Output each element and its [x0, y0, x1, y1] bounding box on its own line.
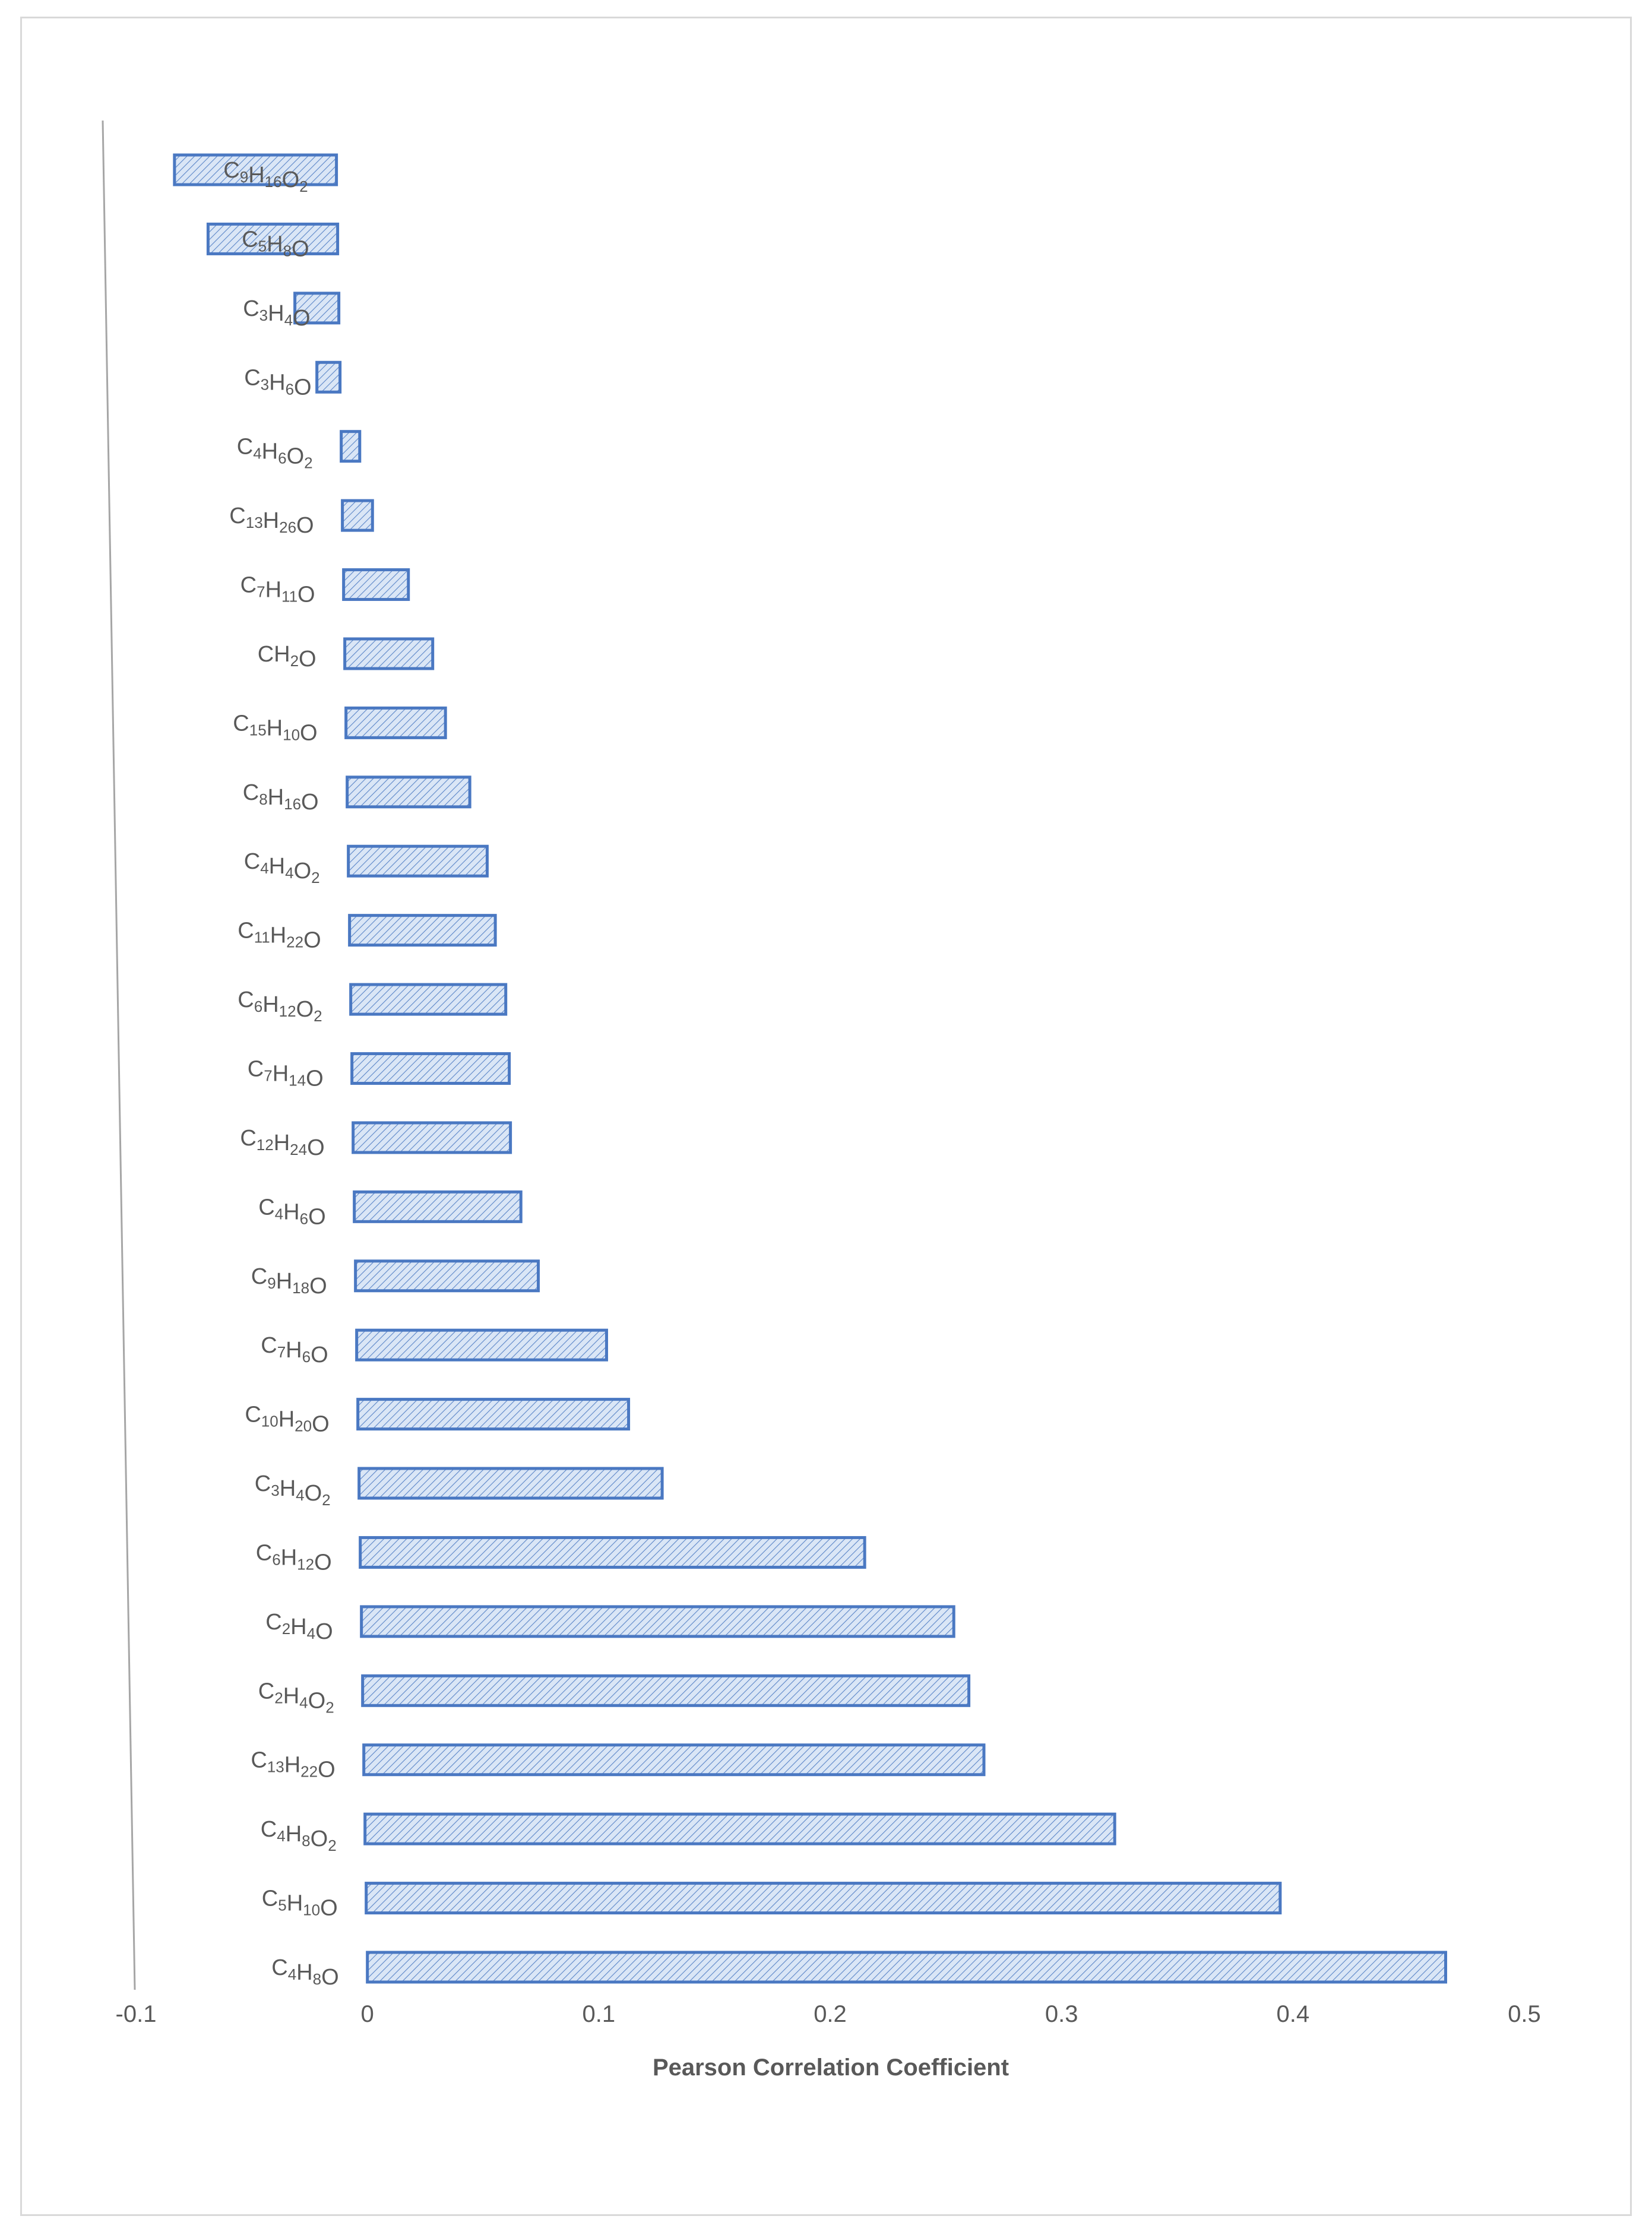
bar-C4H4O2 — [347, 844, 489, 878]
x-tick-label: -0.1 — [116, 2001, 157, 2027]
category-label-C15H10O: C15H10O — [233, 711, 317, 745]
bar-C7H11O — [342, 568, 410, 602]
category-labels-group: C9H16O2 C5H8O C3H4O C3H6O C4H6O2 C13H26O C7H11… — [223, 158, 338, 1990]
bars-group — [173, 153, 1448, 1984]
category-label-C13H22O: C13H22O — [251, 1748, 335, 1783]
category-label-C11H22O: C11H22O — [238, 919, 321, 953]
category-label-C9H16O2: C9H16O2 — [223, 158, 308, 195]
bar-C7H6O — [355, 1328, 608, 1362]
category-label-C12H24O: C12H24O — [240, 1126, 324, 1160]
x-tick-label: 0.3 — [1045, 2001, 1078, 2027]
x-tick-label: 0.2 — [814, 2001, 847, 2027]
bar-C5H10O — [365, 1882, 1282, 1915]
chart-frame: C9H16O2 C5H8O C3H4O C3H6O C4H6O2 C13H26O C7H11… — [20, 17, 1632, 2216]
bar-C5H8O — [206, 222, 340, 255]
bar-C15H10O — [344, 706, 447, 739]
x-tick-label: 0.5 — [1508, 2001, 1541, 2027]
bar-C4H8O2 — [363, 1812, 1116, 1845]
bar-C4H6O — [353, 1190, 523, 1223]
bar-C4H8O — [366, 1951, 1448, 1984]
bar-C13H26O — [341, 499, 374, 532]
category-label-C3H4O2: C3H4O2 — [255, 1471, 331, 1509]
category-label-C6H12O2: C6H12O2 — [238, 987, 322, 1025]
bar-C6H12O — [359, 1536, 866, 1569]
category-label-C3H6O: C3H6O — [244, 365, 311, 400]
bar-C4H6O2 — [340, 430, 362, 463]
bar-C11H22O — [348, 914, 497, 947]
bar-chart: C9H16O2 C5H8O C3H4O C3H6O C4H6O2 C13H26O C7H11… — [102, 120, 1541, 2081]
bar-C2H4O — [360, 1605, 955, 1638]
category-label-C7H14O: C7H14O — [248, 1057, 324, 1091]
bar-C13H22O — [362, 1743, 986, 1777]
category-label-C5H10O: C5H10O — [262, 1886, 338, 1921]
bar-C6H12O2 — [349, 983, 508, 1016]
bar-C3H4O2 — [357, 1467, 664, 1500]
bar-C7H14O — [350, 1052, 511, 1085]
category-label-C4H6O: C4H6O — [258, 1195, 325, 1229]
x-tick-label: 0.4 — [1277, 2001, 1310, 2027]
bar-C9H16O2 — [173, 153, 338, 186]
category-label-C3H4O: C3H4O — [243, 296, 310, 331]
category-label-C9H18O: C9H18O — [251, 1264, 327, 1299]
category-label-C4H6O2: C4H6O2 — [237, 435, 313, 472]
category-label-C2H4O: C2H4O — [265, 1610, 333, 1644]
category-label-C4H8O: C4H8O — [271, 1955, 338, 1990]
x-tick-label: 0 — [361, 2001, 374, 2027]
bar-C2H4O2 — [361, 1674, 971, 1707]
value-axis-line — [102, 120, 136, 1990]
category-label-C6H12O: C6H12O — [256, 1540, 332, 1575]
bar-C9H18O — [354, 1259, 540, 1293]
category-label-CH2O: CH2O — [258, 642, 317, 672]
bar-C3H6O — [315, 360, 342, 394]
category-label-C7H6O: C7H6O — [261, 1333, 328, 1367]
bar-C10H20O — [356, 1398, 631, 1431]
category-label-C4H4O2: C4H4O2 — [244, 849, 320, 887]
bar-C8H16O — [346, 775, 471, 809]
x-tick-label: 0.1 — [583, 2001, 616, 2027]
bar-C3H4O — [293, 292, 341, 325]
category-label-C4H8O2: C4H8O2 — [261, 1817, 337, 1854]
category-label-C7H11O: C7H11O — [240, 573, 315, 607]
category-label-C5H8O: C5H8O — [242, 227, 309, 261]
category-label-C2H4O2: C2H4O2 — [258, 1679, 334, 1716]
bar-CH2O — [343, 637, 435, 670]
x-tick-labels-group: -0.1 0 0.1 0.2 0.3 0.4 0.5 — [116, 2001, 1541, 2027]
category-label-C13H26O: C13H26O — [229, 504, 314, 538]
category-label-C10H20O: C10H20O — [245, 1403, 329, 1437]
x-axis-title: Pearson Correlation Coefficient — [653, 2054, 1009, 2081]
bar-C12H24O — [352, 1121, 512, 1154]
category-label-C8H16O: C8H16O — [243, 780, 319, 815]
